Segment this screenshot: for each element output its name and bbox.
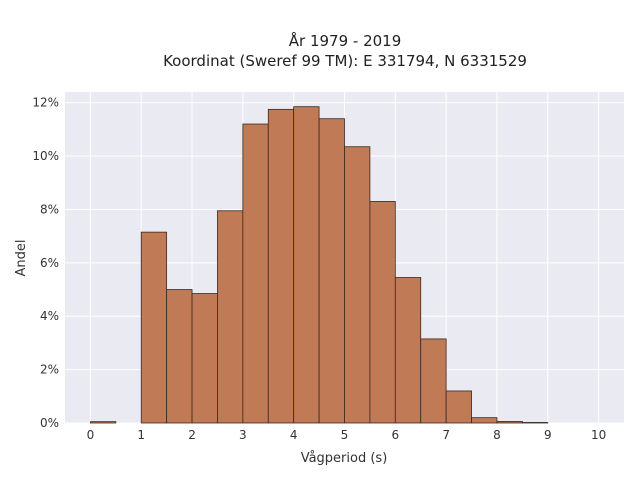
x-tick-label: 3: [239, 428, 247, 442]
y-tick-label: 12%: [32, 96, 59, 110]
y-axis-label: Andel: [14, 240, 29, 277]
x-tick-label: 4: [290, 428, 298, 442]
y-axis-ticks: 0% 2% 4% 6% 8% 10% 12%: [32, 96, 59, 430]
histogram-bar: [471, 417, 498, 424]
x-axis-ticks: 0 1 2 3 4 5 6 7 8 9 10: [87, 428, 607, 442]
x-tick-label: 6: [391, 428, 399, 442]
histogram-bar: [521, 422, 549, 424]
histogram-bar: [90, 421, 117, 424]
x-tick-label: 5: [341, 428, 349, 442]
y-tick-label: 8%: [40, 202, 59, 216]
x-tick-label: 10: [591, 428, 606, 442]
histogram-bar: [217, 210, 244, 424]
histogram-bar: [344, 146, 371, 424]
x-tick-label: 2: [188, 428, 196, 442]
histogram-bars: [90, 106, 549, 424]
x-axis-label: Vågperiod (s): [301, 451, 388, 466]
x-tick-label: 0: [87, 428, 95, 442]
histogram-bar: [318, 118, 345, 424]
histogram-bar: [445, 390, 472, 424]
histogram-bar: [369, 201, 396, 424]
y-tick-label: 4%: [40, 309, 59, 323]
x-tick-label: 1: [137, 428, 145, 442]
histogram-bar: [191, 293, 218, 424]
chart-subtitle: Koordinat (Sweref 99 TM): E 331794, N 63…: [163, 52, 527, 70]
histogram-bar: [242, 123, 269, 424]
chart-title: År 1979 - 2019: [289, 31, 402, 50]
histogram-bar: [166, 289, 193, 424]
y-tick-label: 10%: [32, 149, 59, 163]
histogram-bar: [394, 277, 422, 424]
y-tick-label: 6%: [40, 256, 59, 270]
histogram-bar: [293, 106, 320, 424]
histogram-bar: [140, 231, 168, 424]
x-tick-label: 7: [442, 428, 450, 442]
y-tick-label: 2%: [40, 363, 59, 377]
y-tick-label: 0%: [40, 416, 59, 430]
x-tick-label: 9: [544, 428, 552, 442]
histogram-bar: [496, 420, 523, 424]
x-tick-label: 8: [493, 428, 501, 442]
histogram-bar: [420, 338, 447, 424]
histogram-bar: [267, 108, 295, 424]
